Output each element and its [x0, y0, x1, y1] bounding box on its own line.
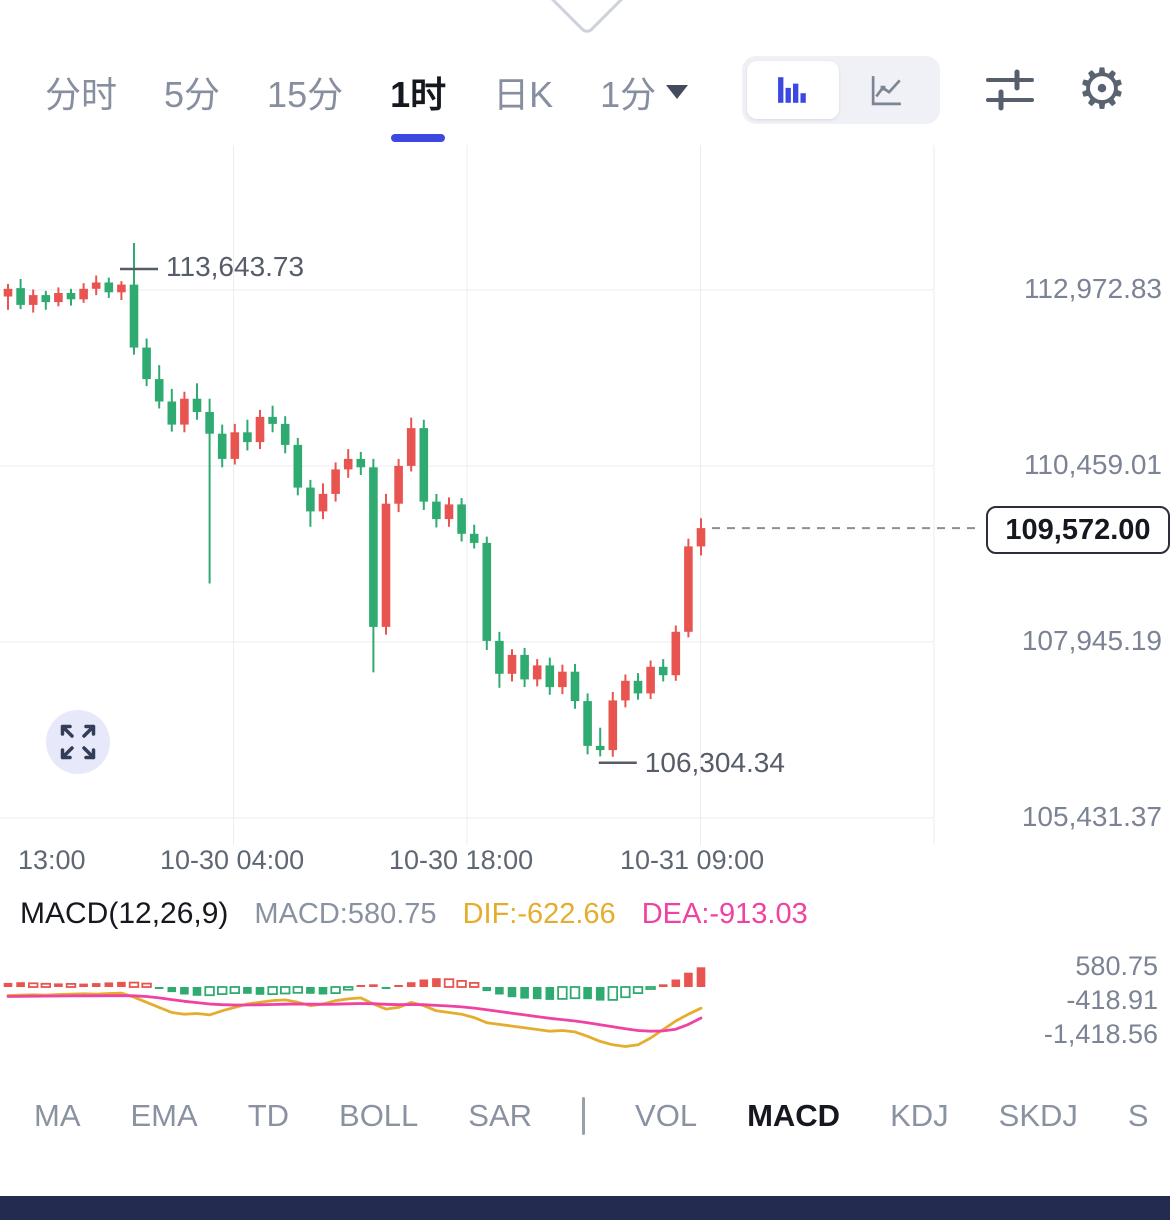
x-axis-label: 10-31 09:00: [620, 845, 765, 875]
tab-label: 1时: [390, 74, 447, 115]
high-price-label: 113,643.73: [166, 251, 305, 283]
tab-label: 日K: [493, 74, 554, 115]
x-axis-label: 10-30 18:00: [389, 845, 534, 875]
period-tabbar: 分时 5分 15分 1时 日K 1分: [45, 62, 689, 122]
indicator-divider: [582, 1097, 586, 1135]
expand-chart-button[interactable]: [46, 710, 110, 774]
logo-ornament: [545, 0, 629, 37]
dif-value-label: DIF:-622.66: [462, 898, 616, 930]
tab-1hour[interactable]: 1时: [390, 66, 446, 118]
indicator-tab-td[interactable]: TD: [247, 1098, 290, 1133]
macd-value-label: MACD:580.75: [254, 898, 437, 930]
indicator-bar: MA EMA TD BOLL SAR VOL MACD KDJ SKDJ S: [0, 1088, 1170, 1144]
tab-label: 分时: [45, 74, 118, 115]
tab-15min[interactable]: 15分: [267, 66, 343, 118]
tab-label: 5分: [164, 74, 221, 115]
expand-icon: [60, 724, 96, 760]
macd-header: MACD(12,26,9) MACD:580.75 DIF:-622.66 DE…: [20, 897, 808, 931]
indicator-settings-button[interactable]: [982, 66, 1038, 114]
settings-button[interactable]: ⚙: [1070, 54, 1134, 124]
macd-axis-label: -1,418.56: [1043, 1019, 1158, 1050]
tab-5min[interactable]: 5分: [164, 66, 220, 118]
bar-chart-icon: [778, 77, 806, 103]
y-axis-label: 112,972.83: [1023, 273, 1162, 304]
indicator-tab-vol[interactable]: VOL: [635, 1098, 698, 1133]
indicator-tab-s[interactable]: S: [1127, 1098, 1149, 1133]
main-candle-chart[interactable]: [0, 145, 1170, 845]
low-price-label: 106,304.34: [644, 746, 785, 778]
macd-params-label: MACD(12,26,9): [20, 897, 229, 930]
x-axis-label: 13:00: [18, 845, 86, 875]
x-axis: 13:00 10-30 04:00 10-30 18:00 10-31 09:0…: [0, 843, 1170, 885]
y-axis-label: 105,431.37: [1021, 800, 1162, 832]
bottom-banner: [0, 1196, 1170, 1220]
indicator-tab-ema[interactable]: EMA: [130, 1098, 198, 1133]
chart-style-toggle: [742, 56, 940, 124]
gear-icon: ⚙: [1076, 57, 1128, 120]
y-axis-label: 107,945.19: [1021, 624, 1162, 656]
dea-value-label: DEA:-913.03: [641, 898, 808, 930]
macd-chart[interactable]: [0, 935, 1170, 1080]
line-view-button[interactable]: [841, 61, 933, 119]
macd-axis-label: 580.75: [1075, 951, 1158, 982]
indicator-tab-kdj[interactable]: KDJ: [890, 1098, 949, 1133]
line-chart-icon: [871, 76, 901, 106]
y-axis-label: 110,459.01: [1023, 448, 1162, 480]
current-price-badge: 109,572.00: [986, 506, 1170, 555]
x-axis-label: 10-30 04:00: [160, 845, 305, 875]
tab-timeshare[interactable]: 分时: [45, 66, 117, 118]
indicator-tab-sar[interactable]: SAR: [468, 1098, 533, 1133]
tab-label: 1分: [600, 74, 657, 115]
tab-daily-k[interactable]: 日K: [493, 66, 553, 118]
macd-axis-label: -418.91: [1066, 985, 1158, 1016]
tune-icon: [986, 69, 1034, 111]
indicator-tab-boll[interactable]: BOLL: [339, 1098, 419, 1133]
chevron-down-icon: [666, 85, 689, 99]
indicator-tab-skdj[interactable]: SKDJ: [998, 1098, 1078, 1133]
tab-1min-dropdown[interactable]: 1分: [600, 66, 689, 118]
tab-label: 15分: [267, 74, 344, 115]
indicator-tab-macd[interactable]: MACD: [747, 1098, 841, 1133]
indicator-tab-ma[interactable]: MA: [34, 1098, 81, 1133]
candle-view-button[interactable]: [747, 61, 839, 119]
